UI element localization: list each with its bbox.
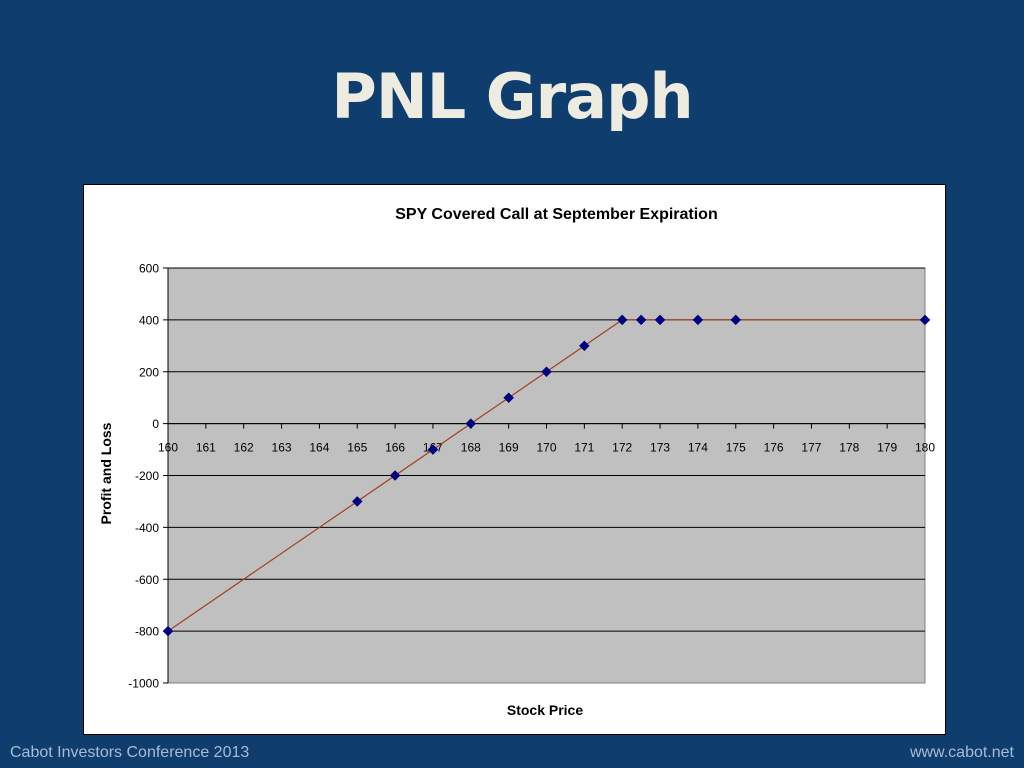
x-tick-label: 162 bbox=[234, 441, 254, 455]
x-tick-label: 177 bbox=[801, 441, 821, 455]
data-point bbox=[635, 314, 647, 326]
y-tick-label: 600 bbox=[139, 262, 159, 276]
y-tick-label: -800 bbox=[135, 625, 159, 639]
y-tick-label: 0 bbox=[152, 417, 159, 431]
x-tick-label: 176 bbox=[764, 441, 784, 455]
data-point bbox=[730, 314, 742, 326]
chart-frame: 600 400 200 0 -200 -400 -600 -800 -1000 160 161 162… bbox=[83, 184, 946, 735]
y-tick-label: 200 bbox=[139, 365, 159, 379]
x-tick-label: 173 bbox=[650, 441, 670, 455]
data-point bbox=[654, 314, 666, 326]
data-point bbox=[351, 496, 363, 507]
x-tick-label: 175 bbox=[726, 441, 746, 455]
footer-website[interactable]: www.cabot.net bbox=[909, 744, 1014, 761]
x-tick-label: 161 bbox=[196, 441, 216, 455]
data-point bbox=[465, 418, 477, 429]
x-tick-label: 174 bbox=[688, 441, 708, 455]
data-point bbox=[616, 314, 628, 326]
data-point bbox=[919, 314, 931, 326]
x-tick-label: 164 bbox=[309, 441, 329, 455]
y-tick-label: -400 bbox=[135, 521, 159, 535]
data-point bbox=[162, 625, 174, 637]
chart-title: SPY Covered Call at September Expiration bbox=[395, 206, 717, 223]
y-tick-label: -200 bbox=[135, 469, 159, 483]
footer-conference: Cabot Investors Conference 2013 bbox=[10, 744, 250, 761]
x-tick-label: 172 bbox=[612, 441, 632, 455]
series-line bbox=[167, 319, 925, 632]
x-tick-label: 171 bbox=[574, 441, 594, 455]
slide-title: PNL Graph bbox=[331, 60, 693, 133]
y-axis-label: Profit and Loss bbox=[98, 422, 114, 524]
pnl-chart: 600 400 200 0 -200 -400 -600 -800 -1000 160 161 162… bbox=[98, 206, 935, 718]
x-axis-label: Stock Price bbox=[507, 702, 583, 718]
x-tick-label: 179 bbox=[877, 441, 897, 455]
x-tick-label: 168 bbox=[461, 441, 481, 455]
data-point bbox=[541, 366, 552, 378]
x-tick-label: 160 bbox=[158, 441, 178, 455]
x-tick-label: 166 bbox=[385, 441, 405, 455]
data-point bbox=[427, 444, 439, 455]
x-tick-label: 170 bbox=[536, 441, 556, 455]
y-tick-label: -1000 bbox=[128, 677, 159, 691]
data-point bbox=[503, 392, 515, 404]
x-tick-label: 165 bbox=[347, 441, 367, 455]
y-tick-label: -600 bbox=[135, 573, 159, 587]
x-tick-label: 163 bbox=[272, 441, 292, 455]
y-tick-label: 400 bbox=[139, 313, 159, 327]
x-tick-label: 178 bbox=[839, 441, 859, 455]
x-tick-label: 169 bbox=[499, 441, 519, 455]
data-point bbox=[578, 340, 590, 352]
x-tick-label: 180 bbox=[915, 441, 935, 455]
data-point bbox=[692, 314, 704, 326]
data-point bbox=[389, 470, 401, 481]
